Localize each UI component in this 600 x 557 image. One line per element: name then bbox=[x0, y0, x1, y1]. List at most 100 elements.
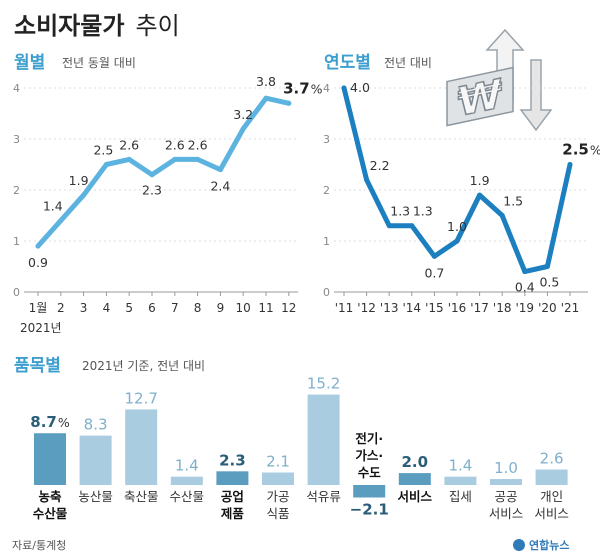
data-point bbox=[149, 172, 155, 178]
x-tick-label: '15 bbox=[425, 301, 444, 315]
data-label: 2.4 bbox=[210, 179, 230, 194]
bar bbox=[79, 435, 112, 485]
category-label: 수산물 bbox=[170, 489, 205, 504]
category-label: 서비스 bbox=[534, 506, 569, 521]
highlight-value-label: 2.5% bbox=[562, 141, 600, 159]
bar-value-label: 2.3 bbox=[219, 451, 246, 469]
items-title: 품목별 bbox=[14, 356, 61, 376]
y-tick-label: 3 bbox=[323, 133, 330, 146]
x-tick-label: '13 bbox=[380, 301, 399, 315]
year-label: 2021년 bbox=[20, 321, 62, 335]
x-tick-label: '18 bbox=[493, 301, 512, 315]
data-label: 0.7 bbox=[424, 265, 444, 280]
logo-text: 연합뉴스 bbox=[529, 538, 569, 552]
data-label: 2.6 bbox=[165, 137, 185, 152]
data-label: 3.8 bbox=[256, 74, 276, 89]
y-tick-label: 0 bbox=[13, 286, 20, 299]
bar bbox=[262, 472, 294, 485]
data-label: 1.0 bbox=[447, 219, 467, 234]
data-label: 0.5 bbox=[539, 275, 559, 290]
bar bbox=[353, 485, 386, 498]
data-label: 2.2 bbox=[370, 158, 390, 173]
bar bbox=[216, 471, 249, 485]
y-tick-label: 2 bbox=[13, 184, 20, 197]
x-tick-label: '16 bbox=[448, 301, 467, 315]
monthly-title: 월별 bbox=[14, 53, 45, 73]
bar bbox=[490, 479, 522, 485]
x-tick-label: 1월 bbox=[29, 301, 48, 315]
category-label: 석유류 bbox=[306, 489, 341, 504]
data-point bbox=[240, 126, 246, 132]
x-tick-label: 9 bbox=[217, 301, 225, 315]
data-label: 1.9 bbox=[69, 173, 89, 188]
category-label: 전기· bbox=[355, 431, 383, 446]
yearly-subtitle: 전년 대비 bbox=[384, 56, 432, 70]
bar-value-label: 2.1 bbox=[266, 453, 290, 471]
data-label: 0.9 bbox=[28, 255, 48, 270]
bar bbox=[170, 476, 203, 485]
category-label: 식품 bbox=[266, 506, 289, 521]
bar-value-label: 1.4 bbox=[175, 457, 199, 475]
x-tick-label: 5 bbox=[125, 301, 133, 315]
items-subtitle: 2021년 기준, 전년 대비 bbox=[82, 359, 205, 373]
data-point bbox=[126, 156, 132, 162]
data-label: 1.3 bbox=[390, 204, 410, 219]
bar-value-label: 8.3 bbox=[84, 416, 108, 434]
data-point bbox=[499, 213, 505, 218]
category-label: 서비스 bbox=[489, 506, 524, 521]
data-point bbox=[477, 192, 483, 198]
data-label: 2.5 bbox=[93, 143, 113, 158]
x-tick-label: 8 bbox=[194, 301, 202, 315]
items-bar-chart: 8.7%농축수산물8.3농산물12.7축산물1.4수산물2.3공업제품2.1가공… bbox=[30, 375, 569, 521]
data-point bbox=[431, 253, 437, 259]
bar-value-label: 1.0 bbox=[494, 459, 518, 477]
x-tick-label: '19 bbox=[516, 301, 535, 315]
bar-value-label: 2.0 bbox=[402, 453, 429, 471]
x-tick-label: 11 bbox=[258, 301, 273, 315]
category-label: 제품 bbox=[221, 506, 245, 521]
x-tick-label: '21 bbox=[561, 301, 580, 315]
x-tick-label: 2 bbox=[57, 301, 65, 315]
y-tick-label: 4 bbox=[13, 82, 20, 95]
page-title: 소비자물가 추이 bbox=[14, 12, 180, 40]
data-point bbox=[522, 269, 528, 275]
x-tick-label: '14 bbox=[403, 301, 422, 315]
category-label: 공공 bbox=[494, 489, 517, 504]
bar bbox=[34, 433, 66, 485]
bar-value-label: −2.1 bbox=[350, 500, 389, 518]
data-point bbox=[263, 95, 269, 101]
logo: 연합뉴스 bbox=[513, 538, 569, 552]
data-label: 0.4 bbox=[515, 280, 535, 295]
data-point bbox=[58, 218, 64, 224]
bar-value-label: 8.7% bbox=[30, 413, 70, 431]
category-label: 농산물 bbox=[78, 489, 113, 504]
bar bbox=[398, 473, 431, 485]
bar-value-label: 12.7 bbox=[124, 389, 157, 407]
y-tick-label: 0 bbox=[323, 286, 330, 299]
category-label: 축산물 bbox=[124, 489, 159, 504]
data-point bbox=[386, 223, 392, 229]
logo-mark-icon bbox=[513, 539, 525, 551]
x-tick-label: 3 bbox=[80, 301, 88, 315]
x-tick-label: 12 bbox=[281, 301, 296, 315]
bar bbox=[535, 469, 568, 485]
data-point bbox=[217, 167, 223, 173]
yearly-chart: 0 1 2 3 4 '11'12 '13 '14'15 '16'17 '18 '19'20 '21 4.… bbox=[323, 80, 600, 315]
data-label: 4.0 bbox=[350, 80, 370, 95]
data-label: 1.9 bbox=[470, 173, 490, 188]
category-label: 가공 bbox=[266, 489, 289, 504]
x-tick-label: '11 bbox=[335, 301, 354, 315]
bar-value-label: 2.6 bbox=[540, 450, 564, 468]
bar bbox=[125, 409, 158, 485]
data-point bbox=[81, 192, 87, 198]
category-label: 농축 bbox=[38, 489, 62, 504]
yearly-title: 연도별 bbox=[324, 53, 371, 73]
data-label: 1.4 bbox=[43, 199, 63, 214]
category-label: 개인 bbox=[540, 489, 563, 504]
x-tick-label: '12 bbox=[357, 301, 376, 315]
x-tick-label: 7 bbox=[171, 301, 179, 315]
data-label: 1.5 bbox=[503, 194, 523, 209]
x-tick-label: 6 bbox=[148, 301, 156, 315]
